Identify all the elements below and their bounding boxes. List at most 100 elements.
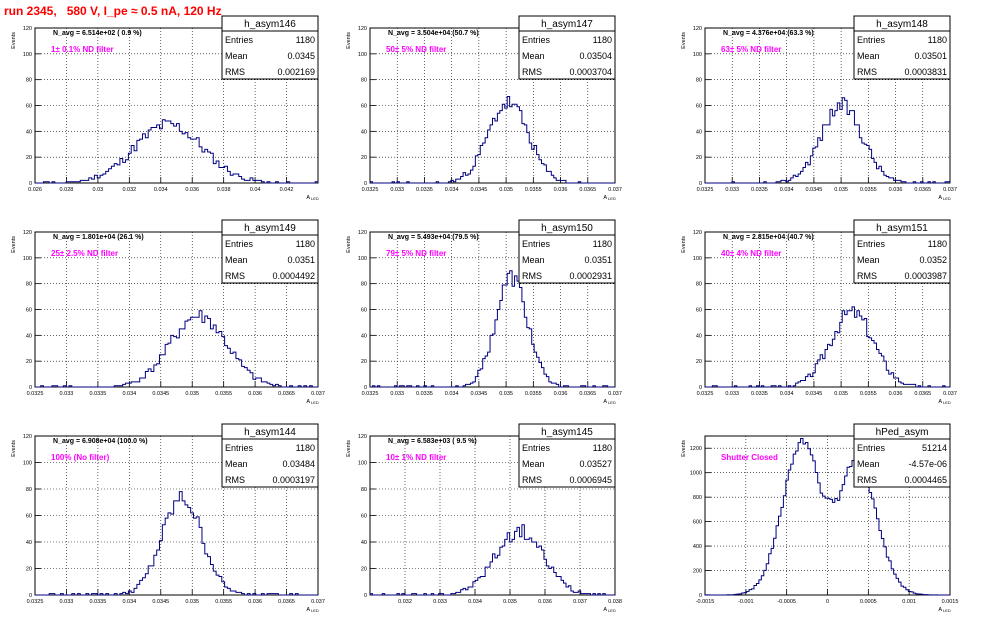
- y-tick-label: 100: [693, 256, 702, 262]
- x-tick-label: -0.001: [738, 599, 754, 605]
- x-axis-subscript: LED: [311, 608, 319, 613]
- stats-value: 0.0351: [584, 255, 612, 265]
- histogram-line: [704, 437, 950, 596]
- stats-value: 0.0003831: [904, 67, 947, 77]
- x-tick-label: 0.036: [185, 187, 199, 193]
- filter-label: 63± 5% ND filter: [721, 45, 781, 54]
- x-tick-label: 0.0365: [579, 391, 596, 397]
- stats-value: 1180: [296, 35, 315, 45]
- x-tick-label: 0.034: [780, 391, 794, 397]
- navg-label: N_avg = 3.504e+04 (50.7 %): [388, 30, 479, 37]
- x-tick-label: 0.026: [28, 187, 42, 193]
- y-tick-label: 60: [26, 514, 32, 520]
- stats-label: RMS: [522, 271, 542, 281]
- stats-label: RMS: [225, 475, 245, 485]
- filter-label: 40± 4% ND filter: [721, 249, 781, 258]
- y-tick-label: 120: [358, 230, 367, 236]
- stats-value: 0.0004465: [904, 475, 947, 485]
- stats-label: Entries: [225, 443, 254, 453]
- run-title: run 2345, 580 V, I_pe ≈ 0.5 nA, 120 Hz: [4, 4, 222, 18]
- y-tick-label: 80: [26, 78, 32, 84]
- y-tick-label: 100: [358, 52, 367, 58]
- x-axis-subscript: LED: [943, 400, 951, 405]
- stats-value: 0.03484: [282, 459, 315, 469]
- x-tick-label: 0.028: [60, 187, 74, 193]
- histogram-panel-h_asym151: 0.0325 0.033 0.0335 0.034 0.0345 0.035 0.0355 0…: [681, 219, 957, 405]
- y-tick-label: 120: [358, 434, 367, 440]
- histogram-panel-h_asym150: 0.0325 0.033 0.0335 0.034 0.0345 0.035 0.0355 0…: [346, 219, 622, 405]
- stats-value: 1180: [928, 35, 947, 45]
- x-tick-label: 0.032: [122, 187, 136, 193]
- x-tick-label: 0.035: [834, 391, 848, 397]
- x-tick-label: 0.033: [390, 187, 404, 193]
- x-tick-label: 0.033: [60, 599, 74, 605]
- histogram-line: [369, 524, 615, 596]
- filter-label: 10± 1% ND filter: [386, 453, 446, 462]
- stats-box: [221, 30, 319, 80]
- y-tick-label: 1000: [690, 471, 702, 477]
- stats-value: 0.0003704: [569, 67, 612, 77]
- y-axis-title: Events: [681, 440, 687, 457]
- x-tick-label: 0.036: [248, 599, 262, 605]
- histogram-panel-h_asym146: 0.026 0.028 0.03 0.032 0.034 0.036 0.038 0.04 0.…: [11, 15, 319, 201]
- x-tick-label: 0.035: [834, 187, 848, 193]
- stats-box: [221, 438, 319, 488]
- histogram-line: [35, 491, 318, 596]
- stats-label: Entries: [522, 35, 551, 45]
- y-tick-label: 0: [699, 181, 702, 187]
- x-tick-label: 0.0355: [215, 599, 232, 605]
- y-tick-label: 60: [26, 104, 32, 110]
- stats-label: Mean: [225, 459, 248, 469]
- x-tick-label: 0.001: [902, 599, 916, 605]
- y-tick-label: 40: [361, 540, 367, 546]
- stats-label: Entries: [857, 443, 886, 453]
- x-axis-title: A: [603, 607, 607, 613]
- stats-value: 1180: [928, 239, 947, 249]
- y-tick-label: 100: [23, 52, 32, 58]
- x-tick-label: 0.037: [573, 599, 587, 605]
- y-tick-label: 80: [361, 282, 367, 288]
- x-tick-label: 0.034: [780, 187, 794, 193]
- stats-label: Mean: [857, 51, 880, 61]
- stats-value: 0.0002931: [569, 271, 612, 281]
- x-tick-label: 0.03: [93, 187, 104, 193]
- stats-value: 0.0003197: [272, 475, 315, 485]
- stats-value: 0.002169: [277, 67, 315, 77]
- y-tick-label: 100: [358, 461, 367, 467]
- x-tick-label: 0.0345: [470, 187, 487, 193]
- x-tick-label: 0.037: [311, 599, 325, 605]
- x-tick-label: 0.0335: [89, 599, 106, 605]
- y-tick-label: 0: [29, 181, 32, 187]
- filter-label: 79± 5% ND filter: [386, 249, 446, 258]
- x-axis-title: A: [938, 607, 942, 613]
- stats-label: Mean: [522, 459, 545, 469]
- navg-label: N_avg = 2.815e+04 (40.7 %): [723, 234, 814, 241]
- x-tick-label: -0.0005: [777, 599, 796, 605]
- stats-label: Mean: [522, 255, 545, 265]
- x-tick-label: 0.0355: [860, 187, 877, 193]
- stats-label: RMS: [522, 475, 542, 485]
- y-tick-label: 0: [699, 385, 702, 391]
- filter-label: 25± 2.5% ND filter: [51, 249, 118, 258]
- x-tick-label: 0.035: [499, 187, 513, 193]
- x-axis-subscript: LED: [943, 196, 951, 201]
- y-tick-label: 100: [693, 52, 702, 58]
- histogram-name: h_asym146: [244, 19, 296, 30]
- y-tick-label: 20: [361, 155, 367, 161]
- y-tick-label: 60: [361, 308, 367, 314]
- stats-value: 0.0006945: [569, 475, 612, 485]
- navg-label: N_avg = 4.376e+04 (63.3 %): [723, 30, 814, 37]
- y-tick-label: 60: [361, 104, 367, 110]
- x-tick-label: 0.0355: [525, 187, 542, 193]
- histogram-panel-hPed_asym: -0.0015 -0.001 -0.0005 0 0.0005 0.001 0.0015 0 2…: [681, 423, 958, 613]
- x-tick-label: 0.0365: [914, 187, 931, 193]
- histogram-name: h_asym151: [876, 223, 928, 234]
- x-axis-subscript: LED: [608, 400, 616, 405]
- stats-label: Mean: [857, 459, 880, 469]
- y-tick-label: 100: [358, 256, 367, 262]
- navg-label: N_avg = 1.801e+04 (26.1 %): [53, 234, 144, 241]
- stats-value: 51214: [922, 443, 947, 453]
- stats-value: 0.03527: [579, 459, 612, 469]
- x-tick-label: 0.0345: [470, 391, 487, 397]
